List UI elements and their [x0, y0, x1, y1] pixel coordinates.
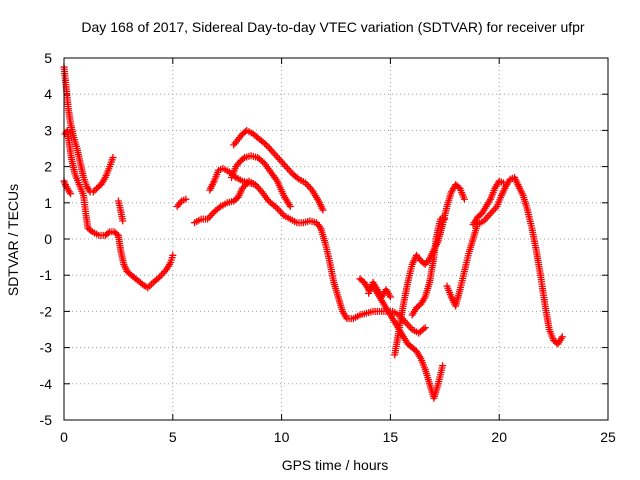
y-tick-label: 1 [44, 195, 52, 211]
chart-title: Day 168 of 2017, Sidereal Day-to-day VTE… [81, 19, 585, 35]
data-point [319, 206, 327, 214]
series-arc-4 [114, 197, 127, 225]
y-tick-label: 4 [44, 86, 52, 102]
data-point [109, 154, 117, 162]
data-series [60, 63, 566, 402]
series-arc-16 [469, 177, 508, 229]
x-tick-label: 25 [600, 429, 616, 445]
y-tick-label: 5 [44, 50, 52, 66]
data-point [441, 215, 449, 223]
y-tick-label: -3 [40, 340, 53, 356]
x-tick-label: 10 [274, 429, 290, 445]
data-point [215, 204, 223, 212]
data-point [421, 324, 429, 332]
data-point [239, 155, 247, 163]
y-tick-label: -1 [40, 267, 53, 283]
y-tick-label: -5 [40, 412, 53, 428]
y-tick-label: 2 [44, 159, 52, 175]
data-point [87, 227, 95, 235]
series-arc-3 [61, 126, 177, 292]
data-point [119, 217, 127, 225]
data-point [251, 181, 259, 189]
x-tick-label: 15 [383, 429, 399, 445]
data-point [386, 293, 394, 301]
data-point [439, 362, 447, 370]
y-tick-label: 0 [44, 231, 52, 247]
series-arc-1 [60, 63, 117, 196]
data-point [67, 190, 75, 198]
grid-lines [64, 58, 608, 420]
series-arc-5 [173, 195, 190, 210]
x-tick-label: 5 [169, 429, 177, 445]
data-point [500, 179, 508, 187]
y-axis-label: SDTVAR / TECUs [5, 184, 21, 296]
data-point [182, 195, 190, 203]
data-point [154, 274, 162, 282]
x-tick-label: 0 [60, 429, 68, 445]
data-point [169, 251, 177, 259]
data-point [558, 333, 566, 341]
x-axis-label: GPS time / hours [282, 457, 389, 473]
data-point [293, 174, 301, 182]
data-point [420, 325, 428, 333]
series-arc-8 [228, 152, 294, 210]
x-tick-label: 20 [491, 429, 507, 445]
series-arc-9 [230, 126, 327, 214]
plot-frame [63, 57, 609, 421]
series-arc-15 [443, 173, 566, 348]
data-point [286, 202, 294, 210]
series-arc-14 [408, 213, 449, 319]
y-tick-label: -2 [40, 303, 53, 319]
data-point [460, 195, 468, 203]
y-tick-label: 3 [44, 122, 52, 138]
series-arc-12 [365, 278, 394, 301]
data-point [104, 229, 112, 237]
y-tick-label: -4 [40, 376, 53, 392]
data-point [261, 140, 269, 148]
